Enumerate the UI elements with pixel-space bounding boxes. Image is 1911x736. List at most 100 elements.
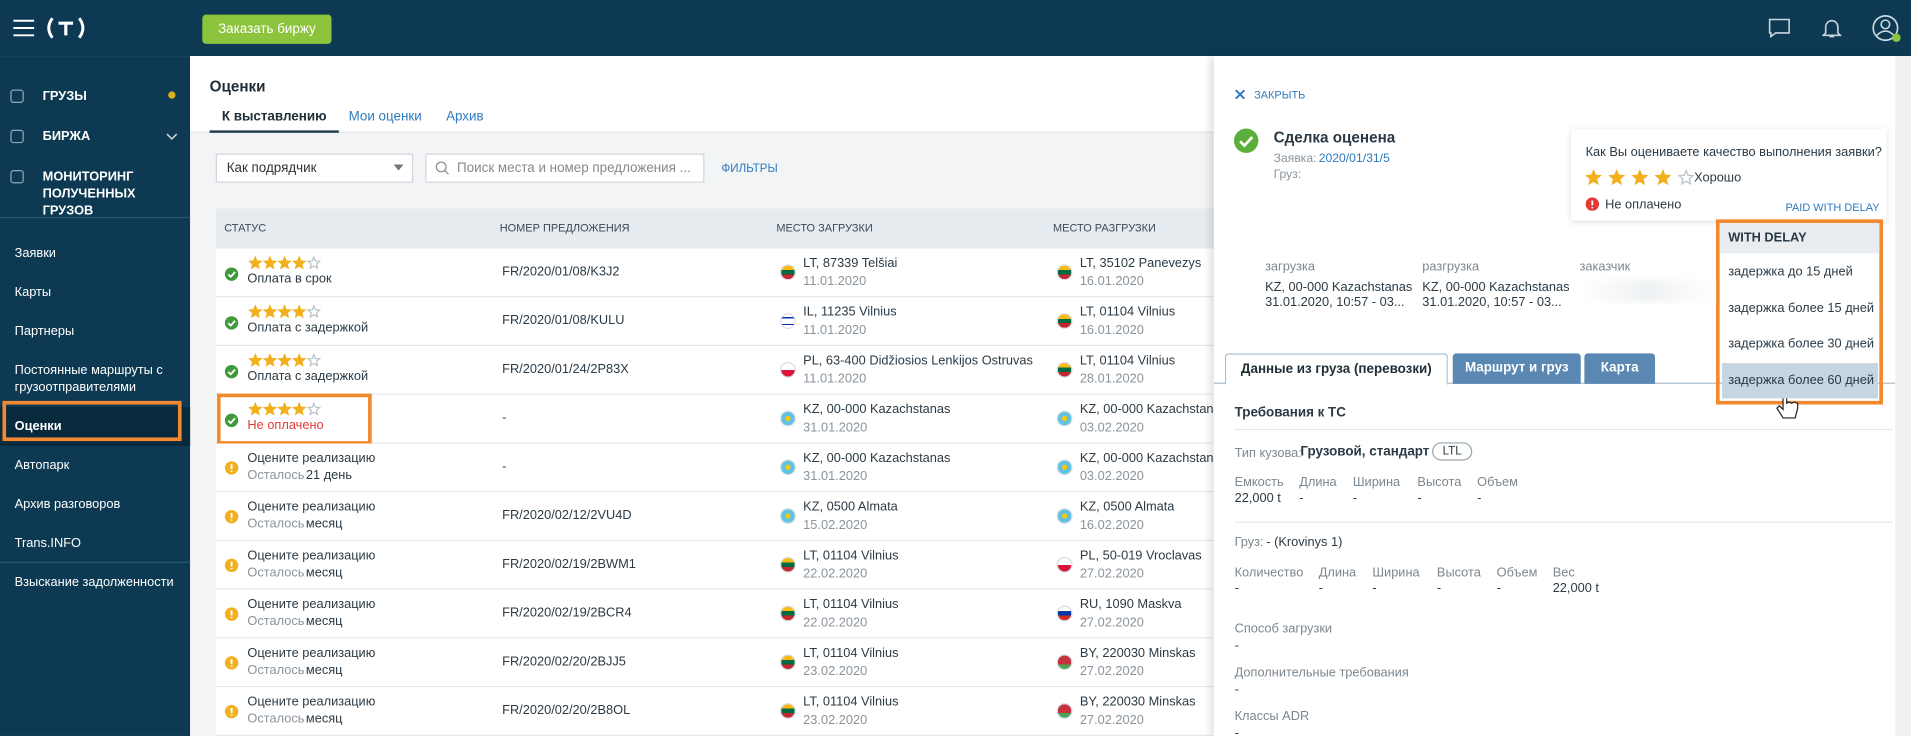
flag [780,703,796,719]
deal-check [1233,128,1259,153]
field-value: - [1477,491,1482,506]
body-type-label: Тип кузова: [1234,445,1302,461]
cargo-value: - (Krovinys 1) [1266,534,1343,550]
field-value: - [1234,581,1239,596]
offer-number: FR/2020/02/12/2VU4D [502,508,632,523]
unload-place: LT, 01104 Vilnius [1079,304,1176,320]
route-label: загрузка [1265,259,1315,275]
star [277,353,292,367]
nav-icon [10,129,24,144]
nav-link[interactable]: Автопарк [14,458,70,473]
nav-link[interactable]: Карты [14,285,52,300]
field-value: - [1417,491,1422,506]
close-icon[interactable] [1235,89,1246,100]
flag [780,459,796,476]
request-link[interactable]: 2020/01/31/5 [1318,152,1390,166]
menu-icon[interactable] [12,17,36,39]
remaining: 21 день [305,467,353,483]
bell-icon[interactable] [1822,17,1842,39]
deal-title: Сделка оценена [1273,129,1396,147]
field-label: Длина [1318,565,1357,581]
table-row[interactable]: Оплата с задержкой FR/2020/01/08/KULU IL, … [215,297,1214,347]
status-icon [224,413,239,428]
star [1654,169,1672,186]
logo[interactable] [44,15,88,42]
field-value: - [1496,581,1501,596]
nav-section[interactable]: ГРУЗЫ [42,88,87,104]
nav-highlight [2,400,182,442]
filters-link[interactable]: ФИЛЬТРЫ [721,162,778,176]
star [262,402,278,416]
table-row[interactable]: Оплата в срок FR/2020/01/08/K3J2 LT, 87339… [215,248,1214,298]
remaining: месяц [305,662,343,678]
route-place: KZ, 00-000 Kazachstanas [1265,280,1413,295]
table-row[interactable]: Оцените реализацию Осталось месяц FR/2020/0… [215,638,1214,688]
column-header: МЕСТО РАЗГРУЗКИ [1053,221,1156,234]
scrollbar[interactable] [1895,56,1911,736]
route-place: KZ, 00-000 Kazachstanas [1422,280,1570,295]
table: СТАТУС НОМЕР ПРЕДЛОЖЕНИЯ МЕСТО ЗАГРУЗКИ МЕС… [215,208,1214,736]
table-row[interactable]: Не оплачено - KZ, 00-000 Kazachstanas 31.01… [215,394,1214,444]
blurred-customer [1579,280,1714,303]
flag [1056,264,1073,281]
order-button[interactable]: Заказать биржу [202,14,332,44]
status-icon [224,509,239,524]
body-type: Грузовой, стандарт [1300,444,1430,460]
field-label: Объем [1496,565,1538,581]
page-tab[interactable]: Мои оценки [348,109,422,125]
star [248,353,263,367]
table-row[interactable]: Оцените реализацию Осталось 21 день - KZ, 00… [215,443,1214,493]
sidebar [0,56,191,736]
nav-link[interactable]: Архив разговоров [14,497,121,512]
nav-link[interactable]: Оценки [14,419,62,434]
flag [780,508,796,524]
page-tab[interactable]: Архив [446,109,484,125]
page-header [190,56,1214,133]
nav-section[interactable]: МОНИТОРИНГ ПОЛУЧЕННЫХ ГРУЗОВ [42,169,136,219]
table-row[interactable]: Оцените реализацию Осталось месяц FR/2020/0… [215,687,1214,736]
remaining: месяц [305,516,343,532]
table-row[interactable]: Оцените реализацию Осталось месяц FR/2020/0… [215,492,1214,542]
panel-tab[interactable]: Карта [1584,353,1656,384]
nav-link[interactable]: Взыскание задолженности [14,575,174,590]
table-row[interactable]: Оцените реализацию Осталось месяц FR/2020/0… [215,589,1214,639]
dropdown-option[interactable]: задержка более 15 дней [1722,290,1879,326]
avatar[interactable] [1871,13,1903,45]
status-text: Оцените реализацию [247,597,376,612]
dropdown-option[interactable]: задержка более 60 дней [1722,362,1879,398]
role-select[interactable]: Как подрядчик [215,153,414,183]
payment-action[interactable]: PAID WITH DELAY [1785,201,1880,214]
nav-link[interactable]: Заявки [14,246,56,261]
chat-icon[interactable] [1768,18,1790,38]
remaining-label: Осталось [247,662,305,678]
nav-link[interactable]: Постоянные маршруты с грузоотправителями [14,363,163,395]
rating-label: Хорошо [1694,170,1742,186]
unload-place: PL, 50-019 Vroclavas [1079,548,1202,563]
field-label: Классы ADR [1234,709,1310,724]
close-link[interactable]: ЗАКРЫТЬ [1254,88,1306,102]
dropdown-option[interactable]: задержка до 15 дней [1722,254,1879,291]
flag [1056,313,1073,329]
table-row[interactable]: Оплата с задержкой FR/2020/01/24/2P83X PL,… [215,346,1214,395]
status-text: Оцените реализацию [247,450,376,466]
nav-link[interactable]: Партнеры [14,324,75,339]
nav-section[interactable]: БИРЖА [42,129,91,144]
unload-place: RU, 1090 Maskva [1079,597,1182,612]
page-tab[interactable]: К выставлению [209,110,339,133]
remaining-label: Осталось [247,565,305,581]
offer-number: FR/2020/02/20/2BJJ5 [502,654,626,669]
table-row[interactable]: Оцените реализацию Осталось месяц FR/2020/0… [215,541,1214,590]
load-place: LT, 01104 Vilnius [803,548,899,563]
remaining-label: Осталось [247,516,305,532]
panel-tab[interactable]: Данные из груза (перевозки) [1224,353,1448,386]
search-input[interactable]: Поиск места и номер предложения ... [425,153,705,183]
vehicle-title: Требования к ТС [1234,405,1346,421]
offer-number: - [502,459,507,474]
star [248,402,263,416]
dropdown-option[interactable]: задержка более 30 дней [1722,326,1879,362]
panel-tab[interactable]: Маршрут и груз [1452,353,1581,384]
nav-link[interactable]: Trans.INFO [14,536,81,551]
nav-badge [168,91,176,99]
page-title: Оценки [209,77,266,96]
star [306,255,322,270]
